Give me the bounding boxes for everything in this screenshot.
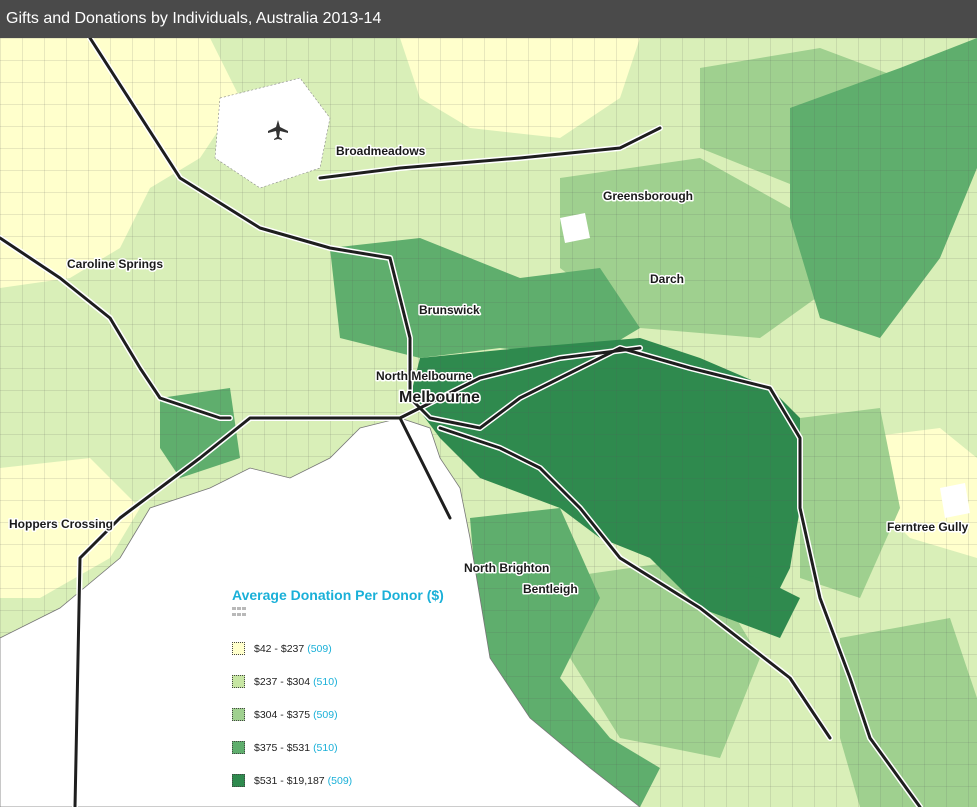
label-broadmeadows: Broadmeadows (336, 144, 426, 158)
legend-item-5[interactable]: $531 - $19,187 (509) (232, 764, 492, 797)
legend-range: $531 - $19,187 (254, 774, 325, 787)
label-bentleigh: Bentleigh (523, 582, 578, 596)
label-ferntree-gully: Ferntree Gully (887, 520, 969, 534)
label-greensborough: Greensborough (603, 189, 693, 203)
legend-count: (510) (313, 675, 338, 688)
legend-count: (509) (327, 774, 353, 787)
white-area-north (560, 213, 590, 243)
legend-item-1[interactable]: $42 - $237 (509) (232, 632, 492, 665)
legend-item-2[interactable]: $237 - $304 (510) (232, 665, 492, 698)
airport-icon (268, 120, 288, 140)
label-north-melbourne: North Melbourne (376, 369, 472, 383)
legend-count: (509) (307, 642, 332, 655)
choropleth-map[interactable]: Broadmeadows Greensborough Caroline Spri… (0, 38, 977, 807)
airport-area (214, 77, 331, 189)
label-hoppers-crossing: Hoppers Crossing (9, 517, 113, 531)
legend-count: (509) (313, 708, 338, 721)
legend-range: $237 - $304 (254, 675, 311, 688)
legend-swatch (232, 675, 245, 688)
legend-swatch (232, 642, 245, 655)
grid-icon[interactable] (232, 607, 248, 618)
legend-range: $42 - $237 (254, 642, 305, 655)
white-area-east (940, 483, 970, 518)
legend-range: $375 - $531 (254, 741, 311, 754)
legend-swatch (232, 708, 245, 721)
legend-item-4[interactable]: $375 - $531 (510) (232, 731, 492, 764)
legend-swatch (232, 741, 245, 754)
label-caroline-springs: Caroline Springs (67, 257, 163, 271)
map-legend: Average Donation Per Donor ($) $42 - $23… (232, 587, 492, 797)
legend-item-3[interactable]: $304 - $375 (509) (232, 698, 492, 731)
label-brunswick: Brunswick (419, 303, 480, 317)
legend-count: (510) (313, 741, 338, 754)
legend-title: Average Donation Per Donor ($) (232, 587, 444, 603)
major-roads (0, 38, 923, 807)
map-title: Gifts and Donations by Individuals, Aust… (0, 0, 977, 38)
legend-swatch (232, 774, 245, 787)
legend-range: $304 - $375 (254, 708, 311, 721)
label-north-brighton: North Brighton (464, 561, 549, 575)
port-phillip-bay (0, 417, 641, 807)
label-darch: Darch (650, 272, 684, 286)
label-melbourne: Melbourne (399, 389, 480, 406)
